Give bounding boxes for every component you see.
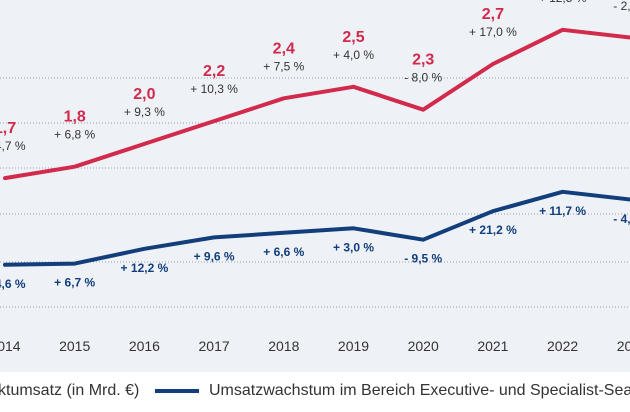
x-tick-label-2023: 2023 <box>617 338 630 354</box>
value-label-red-7: 2,7 <box>482 6 504 23</box>
x-tick-label-2017: 2017 <box>199 338 230 354</box>
x-tick-label-2014: 2014 <box>0 338 21 354</box>
value-label-red-1: 1,8 <box>64 109 86 126</box>
growth-label-red-6: - 8,0 % <box>404 71 442 85</box>
value-label-red-3: 2,2 <box>203 63 225 80</box>
growth-label-blue-9: - 4,5 % <box>613 212 630 226</box>
x-tick-label-2016: 2016 <box>129 338 160 354</box>
legend-label-branchenumsatz: ktumsatz (in Mrd. €) <box>0 382 140 399</box>
series-line-0 <box>3 27 630 181</box>
growth-label-blue-3: + 9,6 % <box>194 249 235 263</box>
x-tick-label-2021: 2021 <box>477 338 508 354</box>
growth-label-blue-0: + 4,6 % <box>0 277 26 291</box>
legend-label-executive-search: Umsatzwachstum im Bereich Executive- und… <box>209 382 630 399</box>
x-tick-label-2020: 2020 <box>408 338 439 354</box>
value-label-red-4: 2,4 <box>273 40 295 57</box>
chart-legend: ktumsatz (in Mrd. €) Umsatzwachstum im B… <box>0 378 630 412</box>
x-tick-label-2022: 2022 <box>547 338 578 354</box>
growth-label-blue-2: + 12,2 % <box>121 261 169 275</box>
value-label-red-5: 2,5 <box>342 29 364 46</box>
chart-plot: 2014 2015 2016 2017 2018 2019 2020 2021 2022 2023… <box>0 0 630 354</box>
value-label-red-0: 1,7 <box>0 120 16 137</box>
growth-label-red-2: + 9,3 % <box>124 105 165 119</box>
growth-label-red-7: + 17,0 % <box>469 25 517 39</box>
growth-label-blue-7: + 21,2 % <box>469 223 517 237</box>
legend-item-branchenumsatz: ktumsatz (in Mrd. €) <box>0 382 139 400</box>
x-tick-label-2018: 2018 <box>268 338 299 354</box>
value-label-red-2: 2,0 <box>133 86 155 103</box>
growth-label-red-9: - 2,5 % <box>613 0 630 13</box>
growth-label-blue-5: + 3,0 % <box>333 240 374 254</box>
growth-label-red-8: + 12,5 % <box>539 0 587 5</box>
growth-label-blue-6: - 9,5 % <box>404 252 442 266</box>
series-line-1 <box>3 189 630 267</box>
value-label-red-6: 2,3 <box>412 52 434 69</box>
growth-label-blue-1: + 6,7 % <box>54 276 95 290</box>
x-tick-label-2019: 2019 <box>338 338 369 354</box>
growth-label-blue-4: + 6,6 % <box>263 245 304 259</box>
growth-label-blue-8: + 11,7 % <box>539 204 586 218</box>
growth-label-red-0: + 4,7 % <box>0 139 26 153</box>
legend-swatch-blue <box>155 389 199 393</box>
growth-label-red-1: + 6,8 % <box>54 128 95 142</box>
growth-label-red-3: + 10,3 % <box>190 82 238 96</box>
x-tick-label-2015: 2015 <box>59 338 90 354</box>
growth-label-red-5: + 4,0 % <box>333 48 374 62</box>
legend-item-executive-search: Umsatzwachstum im Bereich Executive- und… <box>155 382 630 400</box>
growth-label-red-4: + 7,5 % <box>263 59 304 73</box>
